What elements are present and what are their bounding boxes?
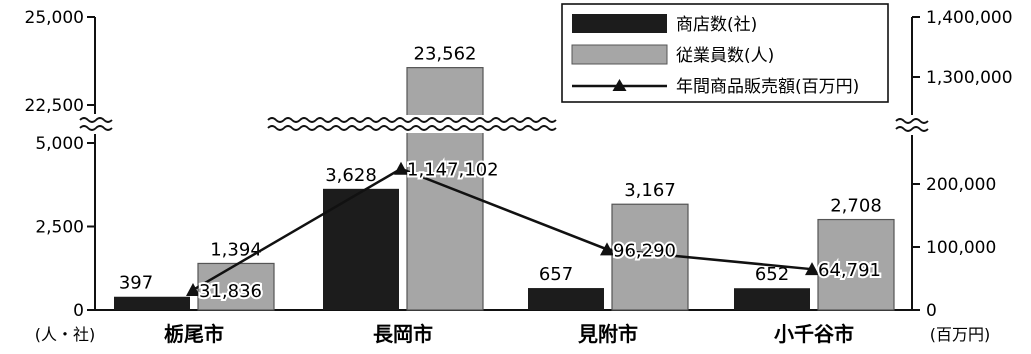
axis-breaks — [79, 115, 929, 134]
bar-stores — [528, 288, 604, 310]
left-axis-break-wave — [79, 117, 113, 123]
data-label-sales: 31,836 — [199, 281, 262, 302]
right-tick-label: 0 — [926, 301, 937, 321]
right-tick-label: 200,000 — [926, 175, 996, 195]
category-label: 栃尾市 — [164, 322, 224, 346]
data-label-sales: 1,147,102 — [407, 160, 499, 181]
left-tick-label: 0 — [73, 301, 84, 321]
data-label-stores: 657 — [539, 264, 573, 285]
right-tick-label: 1,400,000 — [926, 8, 1013, 28]
category-labels: 栃尾市 長岡市 見附市 小千谷市 — [164, 322, 854, 346]
legend-label-sales: 年間商品販売額(百万円) — [676, 77, 859, 97]
sales-marker — [186, 282, 200, 296]
data-label-stores: 652 — [755, 264, 789, 285]
data-label-employees: 23,562 — [414, 44, 477, 65]
data-label-stores: 3,628 — [325, 165, 377, 186]
right-tick-label: 1,300,000 — [926, 68, 1013, 88]
data-label-sales: 96,290 — [613, 240, 676, 261]
bar-stores — [734, 288, 810, 310]
bars — [114, 67, 895, 311]
sales-marker — [394, 161, 408, 175]
right-axis-break-wave — [895, 118, 929, 124]
sales-line: 31,836 1,147,102 96,290 64,791 — [186, 158, 883, 304]
left-tick-label: 2,500 — [35, 218, 84, 238]
data-label-employees: 2,708 — [830, 196, 882, 217]
legend-label-stores: 商店数(社) — [676, 15, 757, 35]
legend-swatch-stores — [572, 14, 667, 33]
category-label: 見附市 — [578, 322, 638, 346]
legend-marker-sales — [612, 79, 627, 91]
data-label-employees: 3,167 — [624, 180, 676, 201]
sales-marker — [600, 242, 614, 256]
bar-employees — [817, 218, 895, 311]
left-tick-label: 22,500 — [25, 96, 84, 116]
bar-break-wave — [267, 125, 557, 131]
left-tick-label: 5,000 — [35, 134, 84, 154]
left-axis-break-wave — [79, 125, 113, 131]
left-tick-label: 25,000 — [25, 8, 84, 28]
left-axis: 0 2,500 5,000 22,500 25,000 — [25, 8, 96, 321]
legend-label-employees: 従業員数(人) — [676, 46, 774, 66]
bar-employees — [406, 67, 484, 311]
sales-line-path — [192, 167, 813, 292]
right-axis-break-wave — [895, 126, 929, 132]
bar-stores — [323, 188, 399, 310]
data-label-stores: 397 — [119, 273, 153, 294]
left-axis-unit: (人・社) — [35, 325, 96, 344]
sales-marker — [805, 262, 819, 276]
bar-employees — [197, 262, 275, 311]
right-tick-label: 100,000 — [926, 238, 996, 258]
right-axis-unit: (百万円) — [930, 325, 991, 344]
category-label: 長岡市 — [373, 322, 433, 346]
category-label: 小千谷市 — [774, 322, 854, 346]
bar-labels: 397 1,394 3,628 23,562 657 3,167 652 2,708 — [119, 44, 882, 294]
data-label-employees: 1,394 — [210, 239, 262, 260]
legend: 商店数(社) 従業員数(人) 年間商品販売額(百万円) — [561, 3, 889, 103]
bar-stores — [114, 296, 190, 310]
right-axis: 0 100,000 200,000 1,300,000 1,400,000 — [911, 8, 1013, 321]
bar-break-wave — [267, 117, 557, 123]
data-label-sales: 64,791 — [818, 260, 881, 281]
legend-swatch-employees — [571, 44, 668, 65]
